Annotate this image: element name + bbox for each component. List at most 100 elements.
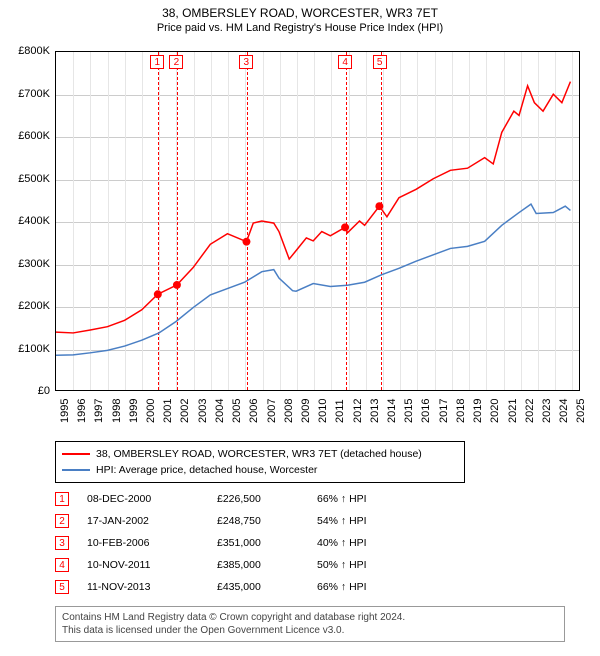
xtick-label: 2012 — [352, 399, 364, 423]
ytick-label: £100K — [5, 343, 50, 355]
xtick-label: 2013 — [369, 399, 381, 423]
xtick-label: 2001 — [162, 399, 174, 423]
xtick-label: 2007 — [266, 399, 278, 423]
gridline-h — [56, 95, 579, 96]
sale-date: 10-NOV-2011 — [87, 559, 217, 571]
ytick-label: £0 — [5, 385, 50, 397]
sale-delta: 50% ↑ HPI — [317, 559, 465, 571]
xtick-label: 2025 — [575, 399, 587, 423]
xtick-label: 2000 — [145, 399, 157, 423]
event-line — [381, 52, 382, 390]
chart-subtitle: Price paid vs. HM Land Registry's House … — [0, 22, 600, 34]
gridline-v — [297, 52, 298, 390]
sale-price: £248,750 — [217, 515, 317, 527]
xtick-label: 2011 — [334, 399, 346, 423]
gridline-v — [555, 52, 556, 390]
legend-label: HPI: Average price, detached house, Worc… — [96, 464, 317, 476]
sale-delta: 54% ↑ HPI — [317, 515, 465, 527]
xtick-label: 2021 — [507, 399, 519, 423]
gridline-v — [572, 52, 573, 390]
gridline-v — [331, 52, 332, 390]
line-chart-svg — [56, 52, 579, 390]
ytick-label: £800K — [5, 45, 50, 57]
gridline-v — [142, 52, 143, 390]
gridline-h — [56, 180, 579, 181]
legend-label: 38, OMBERSLEY ROAD, WORCESTER, WR3 7ET (… — [96, 448, 422, 460]
sale-date: 08-DEC-2000 — [87, 493, 217, 505]
xtick-label: 2003 — [197, 399, 209, 423]
sale-row: 310-FEB-2006£351,00040% ↑ HPI — [55, 532, 465, 554]
xtick-label: 2018 — [455, 399, 467, 423]
gridline-v — [504, 52, 505, 390]
sales-table: 108-DEC-2000£226,50066% ↑ HPI217-JAN-200… — [55, 488, 465, 598]
gridline-v — [400, 52, 401, 390]
sale-index-box: 5 — [55, 580, 69, 594]
xtick-label: 2014 — [386, 399, 398, 423]
chart-title: 38, OMBERSLEY ROAD, WORCESTER, WR3 7ET — [0, 6, 600, 20]
event-index-box: 2 — [169, 55, 183, 69]
xtick-label: 2010 — [317, 399, 329, 423]
gridline-v — [417, 52, 418, 390]
legend-swatch — [62, 453, 90, 455]
gridline-v — [349, 52, 350, 390]
xtick-label: 2004 — [214, 399, 226, 423]
xtick-label: 2015 — [403, 399, 415, 423]
attribution-line: This data is licensed under the Open Gov… — [62, 624, 558, 637]
gridline-v — [314, 52, 315, 390]
gridline-h — [56, 307, 579, 308]
attribution-line: Contains HM Land Registry data © Crown c… — [62, 611, 558, 624]
sale-date: 11-NOV-2013 — [87, 581, 217, 593]
sale-price: £385,000 — [217, 559, 317, 571]
event-line — [158, 52, 159, 390]
ytick-label: £500K — [5, 173, 50, 185]
sale-delta: 66% ↑ HPI — [317, 493, 465, 505]
gridline-v — [452, 52, 453, 390]
sale-row: 217-JAN-2002£248,75054% ↑ HPI — [55, 510, 465, 532]
sale-index-box: 4 — [55, 558, 69, 572]
event-line — [177, 52, 178, 390]
gridline-h — [56, 350, 579, 351]
xtick-label: 2008 — [283, 399, 295, 423]
gridline-h — [56, 222, 579, 223]
sale-price: £435,000 — [217, 581, 317, 593]
gridline-h — [56, 265, 579, 266]
sale-index-box: 1 — [55, 492, 69, 506]
xtick-label: 1998 — [111, 399, 123, 423]
xtick-label: 2005 — [231, 399, 243, 423]
gridline-v — [263, 52, 264, 390]
legend-item-property: 38, OMBERSLEY ROAD, WORCESTER, WR3 7ET (… — [62, 446, 458, 462]
event-index-box: 5 — [373, 55, 387, 69]
ytick-label: £600K — [5, 130, 50, 142]
sale-delta: 66% ↑ HPI — [317, 581, 465, 593]
gridline-v — [383, 52, 384, 390]
xtick-label: 2006 — [248, 399, 260, 423]
sale-price: £351,000 — [217, 537, 317, 549]
xtick-label: 1996 — [76, 399, 88, 423]
gridline-v — [211, 52, 212, 390]
gridline-v — [435, 52, 436, 390]
xtick-label: 2024 — [558, 399, 570, 423]
xtick-label: 2009 — [300, 399, 312, 423]
gridline-v — [228, 52, 229, 390]
xtick-label: 1995 — [59, 399, 71, 423]
ytick-label: £400K — [5, 215, 50, 227]
gridline-v — [469, 52, 470, 390]
xtick-label: 2019 — [472, 399, 484, 423]
legend-item-hpi: HPI: Average price, detached house, Worc… — [62, 462, 458, 478]
xtick-label: 1997 — [93, 399, 105, 423]
sale-row: 5 11-NOV-2013£435,00066% ↑ HPI — [55, 576, 465, 598]
sale-row: 4 10-NOV-2011£385,00050% ↑ HPI — [55, 554, 465, 576]
gridline-h — [56, 137, 579, 138]
gridline-v — [159, 52, 160, 390]
ytick-label: £300K — [5, 258, 50, 270]
gridline-v — [194, 52, 195, 390]
event-line — [346, 52, 347, 390]
sale-row: 108-DEC-2000£226,50066% ↑ HPI — [55, 488, 465, 510]
ytick-label: £700K — [5, 88, 50, 100]
gridline-v — [73, 52, 74, 390]
gridline-v — [486, 52, 487, 390]
xtick-label: 2002 — [179, 399, 191, 423]
gridline-v — [90, 52, 91, 390]
gridline-v — [108, 52, 109, 390]
chart-legend: 38, OMBERSLEY ROAD, WORCESTER, WR3 7ET (… — [55, 441, 465, 483]
